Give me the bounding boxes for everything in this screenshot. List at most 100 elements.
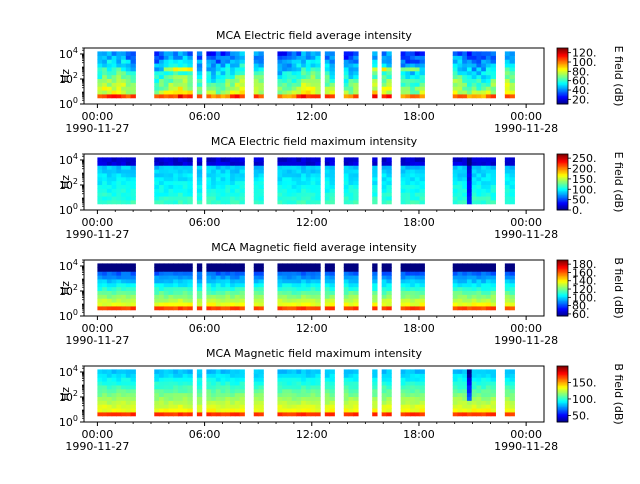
heatmap-cell xyxy=(405,78,411,83)
heatmap-cell xyxy=(225,78,231,83)
heatmap-cell xyxy=(102,301,108,307)
heatmap-cell xyxy=(353,195,359,201)
heatmap-cell xyxy=(348,298,354,303)
heatmap-cell xyxy=(258,271,264,276)
heatmap-cell xyxy=(310,400,316,405)
colorbar-segment xyxy=(557,293,568,296)
heatmap-cell xyxy=(286,55,293,60)
heatmap-cell xyxy=(419,286,425,292)
heatmap-cell xyxy=(258,404,264,409)
heatmap-cell xyxy=(230,165,236,170)
heatmap-cell xyxy=(116,274,122,280)
heatmap-cell xyxy=(215,51,222,56)
heatmap-cell xyxy=(490,188,496,193)
heatmap-cell xyxy=(97,199,103,205)
colorbar-segment xyxy=(557,392,568,395)
heatmap-cell xyxy=(291,263,297,268)
heatmap-cell xyxy=(419,62,425,68)
heatmap-cell xyxy=(315,400,321,405)
heatmap-cell xyxy=(466,388,473,394)
heatmap-cell xyxy=(177,59,184,64)
heatmap-cell xyxy=(111,263,117,268)
heatmap-cell xyxy=(329,282,335,288)
heatmap-cell xyxy=(125,180,132,186)
heatmap-cell xyxy=(177,51,184,56)
heatmap-cell xyxy=(400,396,406,401)
heatmap-cell xyxy=(220,78,226,83)
heatmap-cell xyxy=(386,267,392,272)
heatmap-cell xyxy=(182,168,189,174)
heatmap-cell xyxy=(343,176,350,182)
heatmap-cell xyxy=(125,298,132,303)
heatmap-cell xyxy=(215,290,222,295)
heatmap-cell xyxy=(490,55,496,60)
colorbar-segment xyxy=(557,77,568,80)
heatmap-cell xyxy=(490,89,496,95)
heatmap-cell xyxy=(481,380,487,386)
heatmap-cell xyxy=(106,267,113,272)
heatmap-cell xyxy=(121,407,127,413)
heatmap-cell xyxy=(452,74,459,80)
heatmap-cell xyxy=(353,373,359,378)
heatmap-cell xyxy=(305,51,312,56)
heatmap-cell xyxy=(452,89,459,95)
colorbar-segment xyxy=(557,158,568,161)
heatmap-cell xyxy=(154,407,160,413)
heatmap-cell xyxy=(173,377,179,382)
heatmap-cell xyxy=(324,263,331,268)
heatmap-cell xyxy=(291,380,297,386)
heatmap-cell xyxy=(452,192,459,197)
heatmap-cell xyxy=(196,168,203,174)
heatmap-cell xyxy=(173,282,179,288)
heatmap-cell xyxy=(125,176,132,182)
heatmap-cell xyxy=(253,263,260,268)
heatmap-cell xyxy=(296,66,302,72)
colorbar-segment xyxy=(557,197,568,200)
heatmap-cell xyxy=(343,396,350,401)
heatmap-cell xyxy=(476,86,482,91)
heatmap-cell xyxy=(405,274,411,280)
heatmap-cell xyxy=(182,286,189,292)
heatmap-cell xyxy=(97,305,103,311)
heatmap-cell xyxy=(485,278,492,284)
heatmap-cell xyxy=(353,89,359,95)
heatmap-cell xyxy=(296,192,302,197)
heatmap-cell xyxy=(234,369,241,374)
heatmap-cell xyxy=(348,294,354,299)
heatmap-cell xyxy=(158,59,165,64)
heatmap-cell xyxy=(419,388,425,394)
heatmap-cell xyxy=(130,400,136,405)
heatmap-cell xyxy=(329,369,335,374)
colorbar-segment xyxy=(557,190,568,193)
heatmap-cell xyxy=(121,271,127,276)
heatmap-cell xyxy=(305,400,312,405)
heatmap-cell xyxy=(225,51,231,56)
heatmap-cell xyxy=(490,161,496,166)
colorbar-segment xyxy=(557,163,568,166)
heatmap-cell xyxy=(481,267,487,272)
heatmap-cell xyxy=(121,290,127,295)
heatmap-cell xyxy=(452,373,459,378)
heatmap-cell xyxy=(329,51,335,56)
heatmap-cell xyxy=(324,51,331,56)
heatmap-cell xyxy=(466,404,473,409)
heatmap-cell xyxy=(462,82,468,87)
heatmap-cell xyxy=(457,66,463,72)
colorbar-segment xyxy=(557,260,568,262)
heatmap-cell xyxy=(125,369,132,374)
heatmap-cell xyxy=(220,161,226,166)
heatmap-cell xyxy=(324,267,331,272)
colorbar-tick-label: 150. xyxy=(572,173,597,186)
heatmap-cell xyxy=(102,172,108,178)
heatmap-cell xyxy=(296,93,302,99)
heatmap-cell xyxy=(305,188,312,193)
heatmap-cell xyxy=(97,86,103,91)
heatmap-cell xyxy=(230,411,236,417)
heatmap-cell xyxy=(343,392,350,398)
heatmap-cell xyxy=(504,369,511,374)
heatmap-cell xyxy=(163,278,170,284)
heatmap-cell xyxy=(301,377,307,382)
heatmap-cell xyxy=(504,286,511,292)
heatmap-cell xyxy=(230,369,236,374)
colorbar-segment xyxy=(557,311,568,314)
